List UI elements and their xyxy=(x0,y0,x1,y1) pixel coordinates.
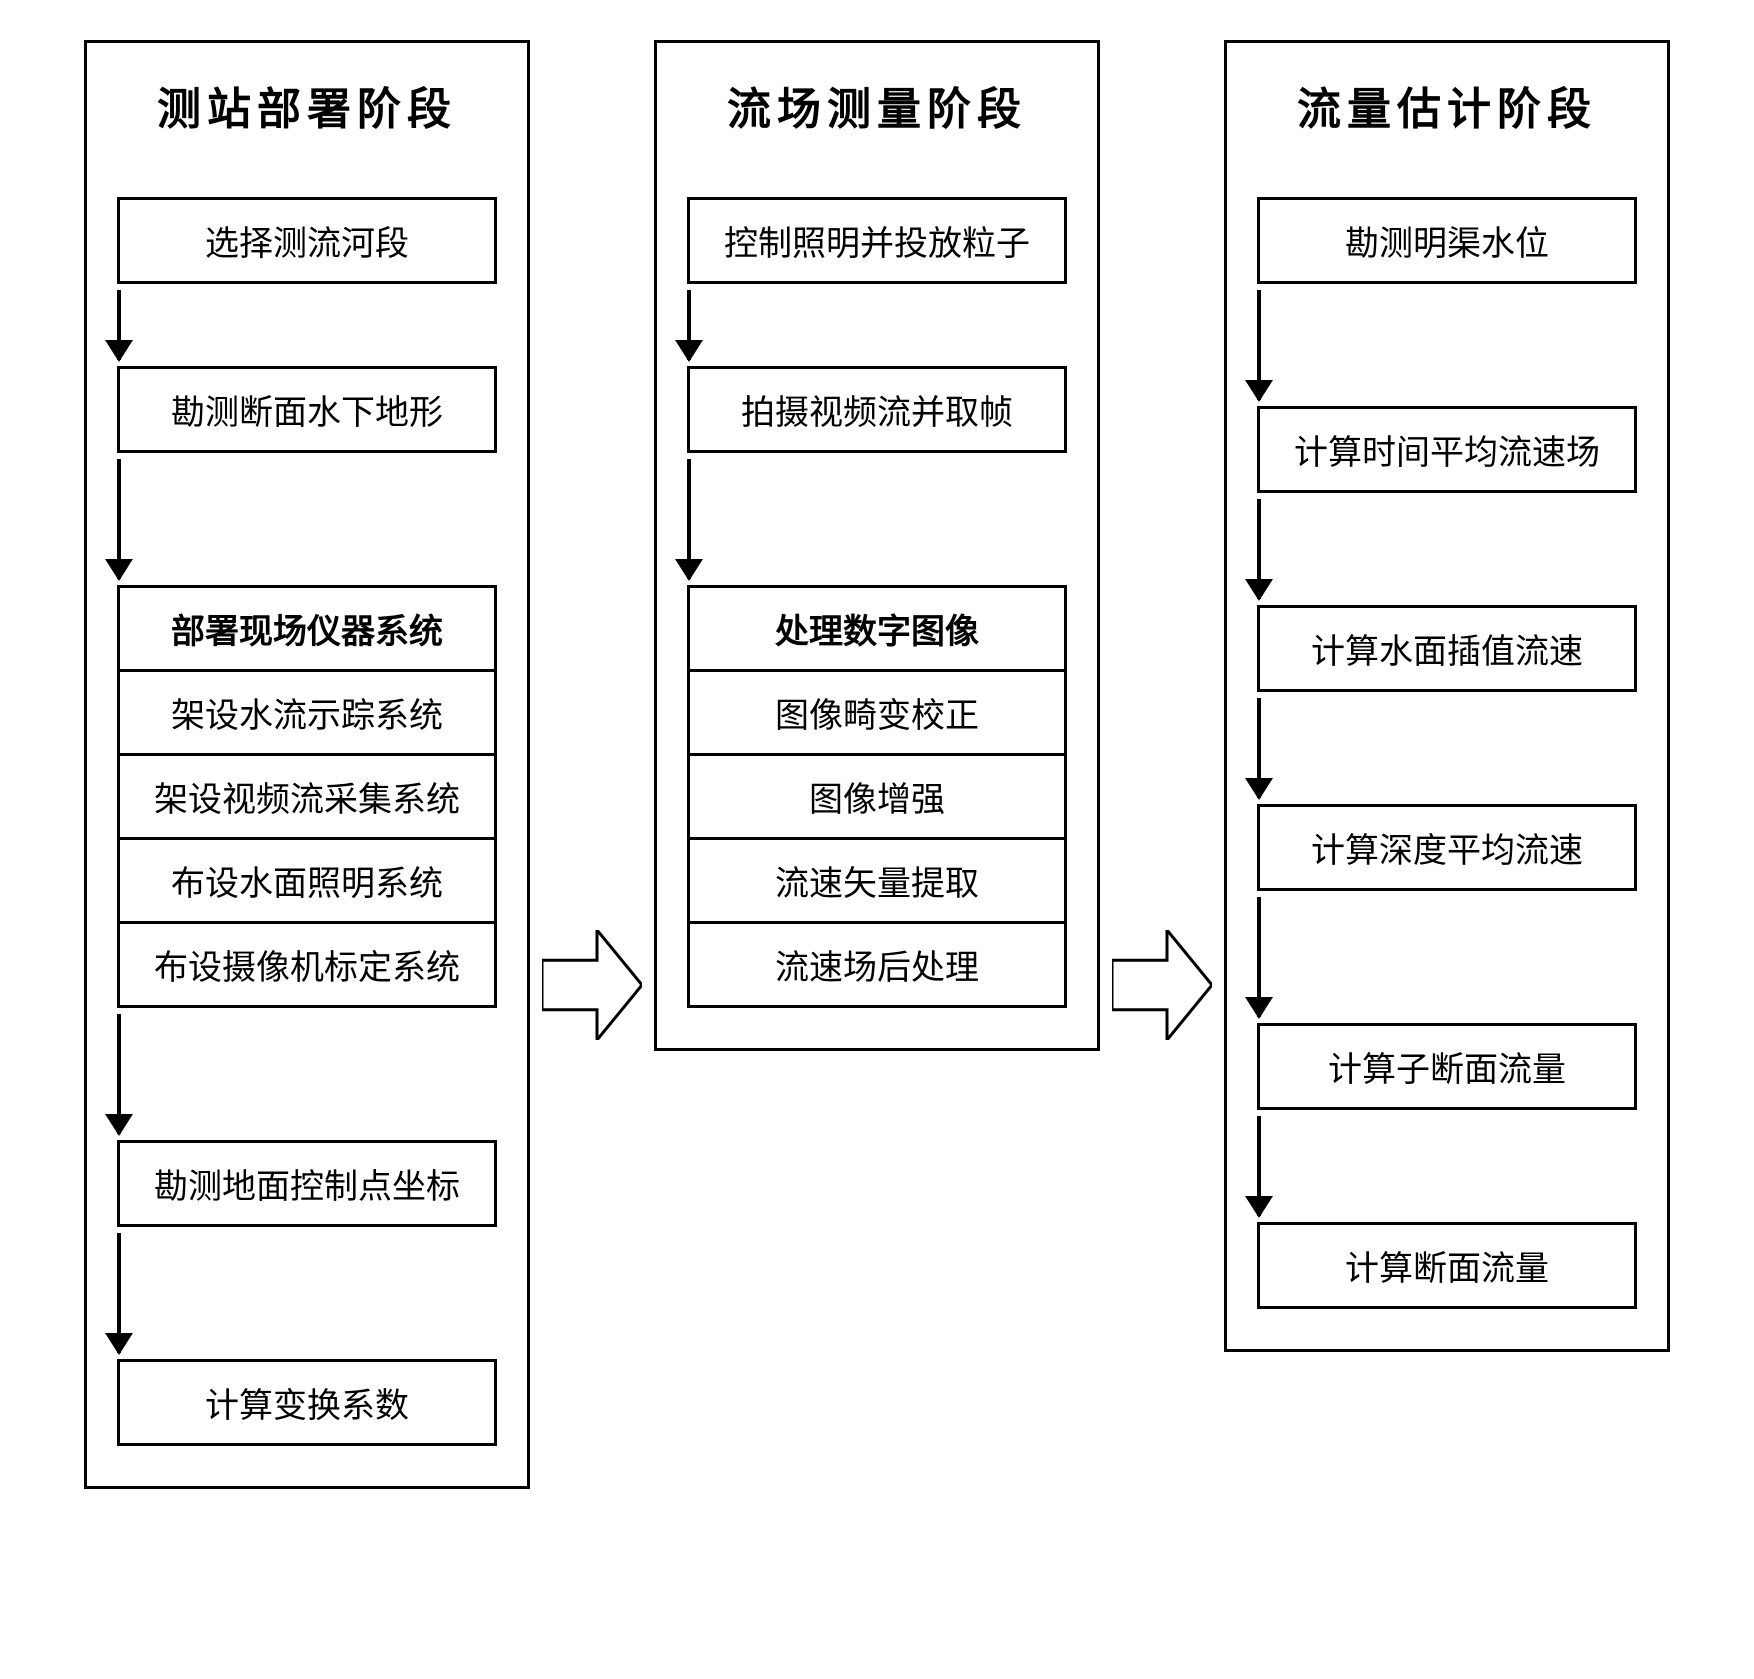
arrow-down xyxy=(687,290,691,360)
flow-step-group: 部署现场仪器系统架设水流示踪系统架设视频流采集系统布设水面照明系统布设摄像机标定… xyxy=(117,585,497,1008)
flow-step-group-header: 处理数字图像 xyxy=(687,585,1067,672)
phase-connector-arrow xyxy=(542,930,642,1040)
flow-step: 勘测断面水下地形 xyxy=(117,366,497,453)
flow-step: 计算水面插值流速 xyxy=(1257,605,1637,692)
flow-step-group-item: 图像增强 xyxy=(687,756,1067,840)
phase-steps: 选择测流河段勘测断面水下地形部署现场仪器系统架设水流示踪系统架设视频流采集系统布… xyxy=(117,197,497,1446)
arrow-down xyxy=(117,1233,121,1353)
arrow-down xyxy=(687,459,691,579)
flow-step-group-item: 布设摄像机标定系统 xyxy=(117,924,497,1008)
phase-steps: 勘测明渠水位计算时间平均流速场计算水面插值流速计算深度平均流速计算子断面流量计算… xyxy=(1257,197,1637,1309)
phase-title: 流场测量阶段 xyxy=(727,73,1027,137)
phase-title: 流量估计阶段 xyxy=(1297,73,1597,137)
flow-step: 勘测地面控制点坐标 xyxy=(117,1140,497,1227)
arrow-down xyxy=(117,459,121,579)
flow-step: 计算子断面流量 xyxy=(1257,1023,1637,1110)
phase-steps: 控制照明并投放粒子拍摄视频流并取帧处理数字图像图像畸变校正图像增强流速矢量提取流… xyxy=(687,197,1067,1008)
flow-step: 计算时间平均流速场 xyxy=(1257,406,1637,493)
flow-step: 计算断面流量 xyxy=(1257,1222,1637,1309)
flow-step-group: 处理数字图像图像畸变校正图像增强流速矢量提取流速场后处理 xyxy=(687,585,1067,1008)
flow-step-group-header: 部署现场仪器系统 xyxy=(117,585,497,672)
arrow-down xyxy=(117,1014,121,1134)
flow-step-group-item: 架设视频流采集系统 xyxy=(117,756,497,840)
flow-step: 选择测流河段 xyxy=(117,197,497,284)
arrow-down xyxy=(117,290,121,360)
flowchart-diagram: 测站部署阶段选择测流河段勘测断面水下地形部署现场仪器系统架设水流示踪系统架设视频… xyxy=(40,40,1714,1489)
flow-step-group-item: 布设水面照明系统 xyxy=(117,840,497,924)
flow-step: 控制照明并投放粒子 xyxy=(687,197,1067,284)
flow-step-group-item: 流速场后处理 xyxy=(687,924,1067,1008)
phase-title: 测站部署阶段 xyxy=(157,73,457,137)
phase-column: 流量估计阶段勘测明渠水位计算时间平均流速场计算水面插值流速计算深度平均流速计算子… xyxy=(1224,40,1670,1352)
flow-step: 计算变换系数 xyxy=(117,1359,497,1446)
flow-step: 计算深度平均流速 xyxy=(1257,804,1637,891)
phase-column: 测站部署阶段选择测流河段勘测断面水下地形部署现场仪器系统架设水流示踪系统架设视频… xyxy=(84,40,530,1489)
phase-column: 流场测量阶段控制照明并投放粒子拍摄视频流并取帧处理数字图像图像畸变校正图像增强流… xyxy=(654,40,1100,1051)
flow-step: 拍摄视频流并取帧 xyxy=(687,366,1067,453)
arrow-down xyxy=(1257,1116,1261,1216)
arrow-down xyxy=(1257,290,1261,400)
flow-step: 勘测明渠水位 xyxy=(1257,197,1637,284)
flow-step-group-item: 架设水流示踪系统 xyxy=(117,672,497,756)
arrow-down xyxy=(1257,897,1261,1017)
arrow-down xyxy=(1257,698,1261,798)
flow-step-group-item: 流速矢量提取 xyxy=(687,840,1067,924)
flow-step-group-item: 图像畸变校正 xyxy=(687,672,1067,756)
arrow-down xyxy=(1257,499,1261,599)
phase-connector-arrow xyxy=(1112,930,1212,1040)
